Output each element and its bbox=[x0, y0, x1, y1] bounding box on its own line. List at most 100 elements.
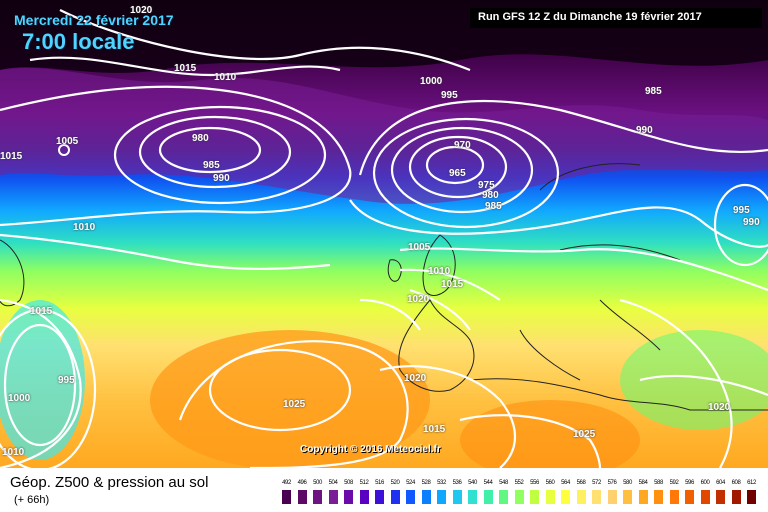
legend-swatch bbox=[514, 490, 524, 504]
legend-swatch bbox=[282, 490, 291, 504]
weather-map: Mercredi 22 février 2017 7:00 locale Run… bbox=[0, 0, 768, 468]
coastlines bbox=[0, 163, 768, 411]
geopotential-field bbox=[0, 0, 768, 468]
legend-swatch bbox=[685, 490, 694, 504]
isobar-label: 1000 bbox=[8, 393, 31, 404]
legend-value: 612 bbox=[747, 480, 756, 486]
isobar-label: 1010 bbox=[428, 266, 451, 277]
legend-value: 556 bbox=[530, 480, 539, 486]
legend-value: 544 bbox=[483, 480, 493, 486]
isobar-label: 990 bbox=[213, 173, 230, 184]
legend-swatch bbox=[700, 490, 710, 504]
isobars bbox=[0, 9, 768, 468]
legend-value: 508 bbox=[344, 480, 353, 486]
legend-swatch bbox=[623, 490, 632, 504]
legend-value: 604 bbox=[716, 480, 725, 486]
isobar-label: 985 bbox=[645, 86, 662, 97]
azores-ridge bbox=[150, 330, 430, 468]
legend-value: 576 bbox=[607, 480, 617, 486]
chart-title: Géop. Z500 & pression au sol bbox=[10, 474, 209, 491]
isobar-label: 1015 bbox=[174, 63, 197, 74]
legend-swatch bbox=[592, 490, 601, 504]
legend-swatch bbox=[390, 490, 400, 504]
legend-value: 520 bbox=[390, 480, 400, 486]
isobar-label: 995 bbox=[733, 205, 750, 216]
legend-swatch bbox=[607, 490, 617, 504]
isobar-label: 965 bbox=[449, 168, 466, 179]
east-med-z500 bbox=[620, 330, 768, 430]
legend-value: 596 bbox=[685, 480, 694, 486]
legend-swatch bbox=[452, 490, 462, 504]
isobar-label: 995 bbox=[441, 90, 458, 101]
footer-panel: Géop. Z500 & pression au sol (+ 66h) 492… bbox=[0, 468, 768, 512]
isobar-label: 975 bbox=[478, 180, 495, 191]
isobar-label: 990 bbox=[743, 217, 760, 228]
legend-swatch bbox=[468, 490, 477, 504]
legend-swatch bbox=[530, 490, 539, 504]
legend-swatch bbox=[716, 490, 725, 504]
isobar-label: 990 bbox=[636, 125, 653, 136]
isobar-label: 1025 bbox=[573, 429, 596, 440]
isobar-label: 1025 bbox=[283, 399, 306, 410]
isobar-label: 1010 bbox=[73, 222, 96, 233]
legend-value: 568 bbox=[576, 480, 586, 486]
legend-swatch bbox=[406, 490, 415, 504]
legend-swatch bbox=[344, 490, 353, 504]
legend-swatch bbox=[731, 490, 741, 504]
legend-value: 560 bbox=[545, 480, 555, 486]
legend-value: 552 bbox=[514, 480, 524, 486]
legend-value: 516 bbox=[375, 480, 384, 486]
legend-value: 504 bbox=[328, 480, 338, 486]
legend-value: 540 bbox=[468, 480, 477, 486]
isobar-label: 1020 bbox=[404, 373, 427, 384]
legend-value: 564 bbox=[561, 480, 570, 486]
legend-value: 608 bbox=[731, 480, 741, 486]
legend-value: 580 bbox=[623, 480, 632, 486]
legend-value: 600 bbox=[700, 480, 710, 486]
legend-value: 592 bbox=[669, 480, 679, 486]
isobar-label: 1010 bbox=[2, 447, 25, 458]
legend-value: 588 bbox=[654, 480, 663, 486]
isobar-label: 1015 bbox=[30, 306, 53, 317]
isobar-label: 1020 bbox=[130, 5, 153, 16]
legend-value: 532 bbox=[437, 480, 446, 486]
isobar-label: 980 bbox=[192, 133, 209, 144]
legend-swatch bbox=[747, 490, 756, 504]
isobar-label: 1015 bbox=[423, 424, 446, 435]
isobar-label: 1015 bbox=[441, 279, 464, 290]
legend-swatch bbox=[359, 490, 369, 504]
legend-swatch bbox=[561, 490, 570, 504]
legend-swatch bbox=[437, 490, 446, 504]
legend-value: 496 bbox=[297, 480, 307, 486]
legend-value: 536 bbox=[452, 480, 462, 486]
isobar-label: 1020 bbox=[407, 294, 430, 305]
legend-swatch bbox=[545, 490, 555, 504]
legend-value: 572 bbox=[592, 480, 601, 486]
legend-swatch bbox=[669, 490, 679, 504]
legend-swatch bbox=[638, 490, 648, 504]
isobar-label: 1010 bbox=[214, 72, 237, 83]
legend-value: 528 bbox=[421, 480, 431, 486]
run-box bbox=[470, 8, 762, 28]
forecast-step: (+ 66h) bbox=[14, 494, 50, 506]
model-run: Run GFS 12 Z du Dimanche 19 février 2017 bbox=[478, 11, 702, 23]
isobar-label: 1020 bbox=[708, 402, 731, 413]
legend-swatch bbox=[297, 490, 307, 504]
isobar-label: 1015 bbox=[0, 151, 23, 162]
isobar-label: 970 bbox=[454, 140, 471, 151]
isobar-label: 980 bbox=[482, 190, 499, 201]
legend-swatch bbox=[499, 490, 508, 504]
isobar-label: 1000 bbox=[420, 76, 443, 87]
low-center-marker bbox=[58, 144, 70, 156]
legend-value: 584 bbox=[638, 480, 648, 486]
legend-value: 512 bbox=[359, 480, 369, 486]
legend-swatch bbox=[421, 490, 431, 504]
legend-swatch bbox=[654, 490, 663, 504]
legend-value: 524 bbox=[406, 480, 415, 486]
legend-swatch bbox=[576, 490, 586, 504]
copyright: Copyright © 2016 Meteociel.fr bbox=[300, 444, 441, 455]
legend-swatch bbox=[375, 490, 384, 504]
forecast-time: 7:00 locale bbox=[22, 29, 135, 54]
legend-swatch bbox=[313, 490, 322, 504]
isobar-label: 985 bbox=[203, 160, 220, 171]
